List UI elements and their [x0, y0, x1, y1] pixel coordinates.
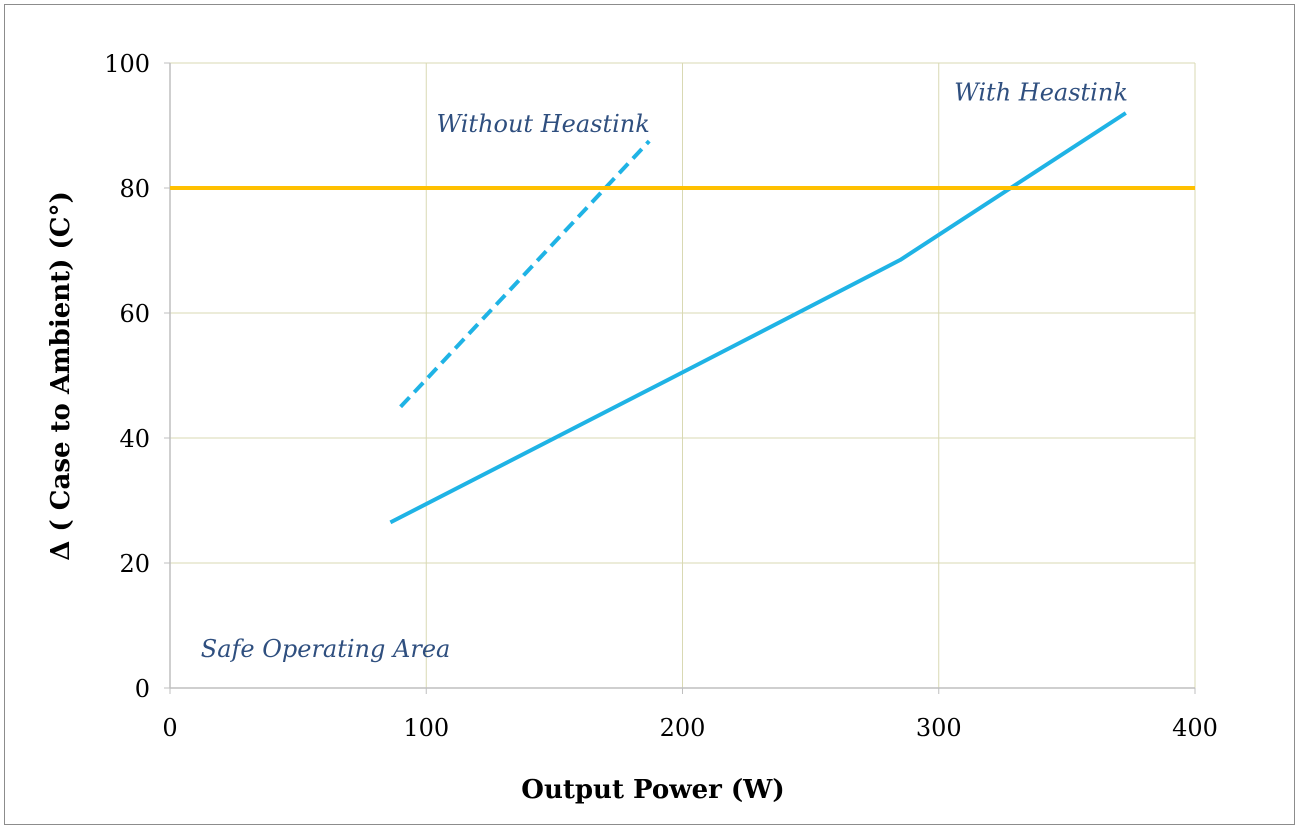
y-axis-title: Δ ( Case to Ambient) (C°)	[46, 191, 76, 561]
annotation-layer: With Heastink Without Heastink Safe Operat…	[201, 79, 1128, 663]
series-line-without-heastink	[399, 139, 651, 409]
x-tick-label: 400	[1172, 714, 1218, 742]
grid-layer	[170, 62, 1196, 688]
y-tick-label: 20	[119, 550, 150, 578]
x-axis-title: Output Power (W)	[521, 775, 784, 805]
y-tick-label: 60	[119, 300, 150, 328]
x-tick-label: 0	[162, 714, 177, 742]
series-line-with-heastink	[389, 111, 1127, 525]
annotation-label: Safe Operating Area	[201, 635, 451, 663]
y-tick-label: 80	[119, 175, 150, 203]
x-tick-label: 300	[916, 714, 962, 742]
y-tick-label: 100	[104, 50, 150, 78]
tick-layer: 0 20 40 60 80 100 0 100 200 300 400	[104, 50, 1218, 742]
annotation-label: With Heastink	[954, 79, 1128, 107]
series-layer	[170, 111, 1195, 525]
axis-layer	[164, 62, 1196, 694]
x-tick-label: 200	[660, 714, 706, 742]
y-tick-label: 40	[119, 425, 150, 453]
x-tick-label: 100	[403, 714, 449, 742]
annotation-label: Without Heastink	[437, 110, 650, 138]
y-tick-label: 0	[135, 675, 150, 703]
